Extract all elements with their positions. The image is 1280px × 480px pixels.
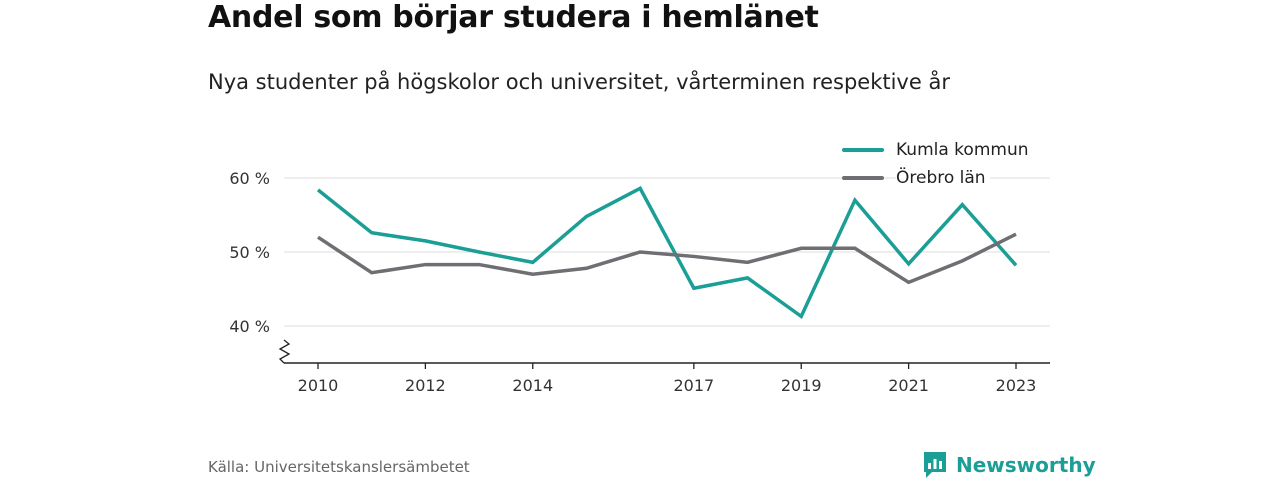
newsworthy-logo-icon [924, 452, 946, 478]
x-tick-label-2023: 2023 [996, 376, 1037, 395]
legend: Kumla kommun Örebro län [842, 136, 1033, 192]
legend-swatch-orebro [842, 176, 884, 180]
x-tick-label-2010: 2010 [298, 376, 339, 395]
x-tick-label-2012: 2012 [405, 376, 446, 395]
source-note: Källa: Universitetskanslersämbetet [208, 458, 470, 476]
x-tick-label-2019: 2019 [781, 376, 822, 395]
chart-subtitle: Nya studenter på högskolor och universit… [208, 70, 950, 94]
brand-name: Newsworthy [956, 453, 1096, 477]
chart-title: Andel som börjar studera i hemlänet [208, 0, 819, 35]
y-tick-label-40: 40 % [229, 317, 270, 336]
legend-label-kumla: Kumla kommun [896, 140, 1033, 160]
brand-logo[interactable]: Newsworthy [922, 450, 1096, 480]
series-line-1[interactable] [317, 232, 1017, 285]
legend-label-orebro: Örebro län [896, 168, 990, 188]
x-tick-label-2014: 2014 [512, 376, 553, 395]
y-tick-label-50: 50 % [229, 243, 270, 262]
legend-item-kumla[interactable]: Kumla kommun [842, 136, 1033, 164]
x-tick-label-2017: 2017 [673, 376, 714, 395]
y-tick-label-60: 60 % [229, 169, 270, 188]
legend-swatch-kumla [842, 148, 884, 152]
legend-item-orebro[interactable]: Örebro län [842, 164, 1033, 192]
x-tick-label-2021: 2021 [888, 376, 929, 395]
y-axis-break-icon [278, 339, 291, 364]
series-line-0[interactable] [316, 186, 1018, 320]
